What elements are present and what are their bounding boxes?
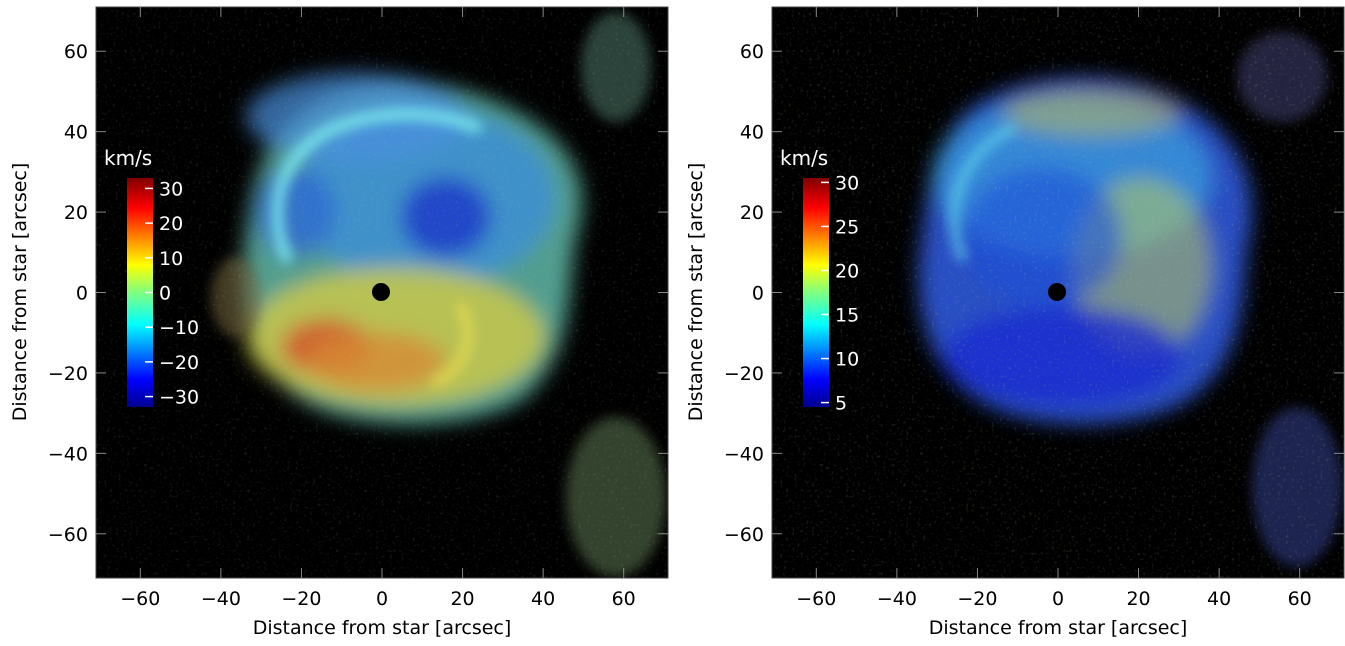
dispersion-map-right — [772, 7, 1344, 578]
x-tick-label: 60 — [612, 588, 636, 610]
colorbar-tick-label: 5 — [835, 393, 847, 415]
colorbar-tick-label: −10 — [159, 317, 199, 339]
x-tick-label: 40 — [1207, 588, 1231, 610]
x-tick-label: −20 — [281, 588, 321, 610]
x-tick-label: 40 — [531, 588, 555, 610]
x-tick-label: 20 — [1126, 588, 1150, 610]
y-tick-label: −40 — [48, 443, 88, 465]
y-tick-label: 40 — [64, 122, 88, 144]
colorbar-tick-label: 20 — [159, 213, 183, 235]
colorbar-tick-label: 15 — [835, 305, 859, 327]
y-tick-label: 40 — [740, 122, 764, 144]
colorbar-ticks-left: 30 20 10 0 −10 −20 −30 — [145, 178, 199, 409]
colorbar-tick-label: 10 — [159, 248, 183, 270]
x-tick-label: −60 — [796, 588, 836, 610]
colorbar-tick-label: 20 — [835, 260, 859, 282]
x-axis-label-left: Distance from star [arcsec] — [253, 617, 512, 639]
y-tick-label: 60 — [64, 41, 88, 63]
colorbar-tick-label: 0 — [159, 283, 171, 305]
x-tick-label: 0 — [1052, 588, 1064, 610]
y-tick-label: 20 — [740, 202, 764, 224]
colorbar-ticks-right: 30 25 20 15 10 5 — [821, 172, 859, 415]
x-tick-label: −40 — [877, 588, 917, 610]
colorbar-label-left: km/s — [104, 146, 152, 170]
y-axis-label-left: Distance from star [arcsec] — [9, 163, 31, 422]
y-tick-label: −40 — [724, 443, 764, 465]
velocity-map-left — [96, 7, 668, 578]
y-tick-label: −20 — [724, 363, 764, 385]
axis-ticks-right: −60 −40 −20 0 20 40 60 −60 −40 −20 0 20 40 60 — [724, 7, 1344, 610]
colorbar-tick-label: 30 — [159, 178, 183, 200]
colorbar-tick-label: −20 — [159, 352, 199, 374]
colorbar-tick-label: 30 — [835, 172, 859, 194]
y-tick-label: 0 — [752, 283, 764, 305]
x-tick-label: 0 — [376, 588, 388, 610]
masked-star-right — [1048, 283, 1066, 301]
y-tick-label: −60 — [724, 524, 764, 546]
colorbar-tick-label: 10 — [835, 349, 859, 371]
colorbar-label-right: km/s — [780, 146, 828, 170]
colorbar-tick-label: 25 — [835, 216, 859, 238]
x-tick-label: −20 — [957, 588, 997, 610]
x-tick-label: 20 — [450, 588, 474, 610]
panel-left: −60 −40 −20 0 20 40 60 −60 −40 −20 0 20 40 60 30 20 10 0… — [9, 6, 669, 639]
x-tick-label: 60 — [1288, 588, 1312, 610]
y-axis-label-right: Distance from star [arcsec] — [685, 163, 707, 422]
panel-right: −60 −40 −20 0 20 40 60 −60 −40 −20 0 20 40 60 30 25 20 1… — [685, 6, 1345, 639]
colorbar-tick-label: −30 — [159, 387, 199, 409]
y-tick-label: −60 — [48, 524, 88, 546]
axis-ticks-left: −60 −40 −20 0 20 40 60 −60 −40 −20 0 20 40 60 — [48, 7, 668, 610]
y-tick-label: 0 — [76, 283, 88, 305]
colorbar-right — [803, 178, 829, 407]
x-tick-label: −60 — [120, 588, 160, 610]
y-tick-label: 60 — [740, 41, 764, 63]
masked-star-left — [372, 283, 390, 301]
x-tick-label: −40 — [201, 588, 241, 610]
y-tick-label: 20 — [64, 202, 88, 224]
x-axis-label-right: Distance from star [arcsec] — [929, 617, 1188, 639]
y-tick-label: −20 — [48, 363, 88, 385]
